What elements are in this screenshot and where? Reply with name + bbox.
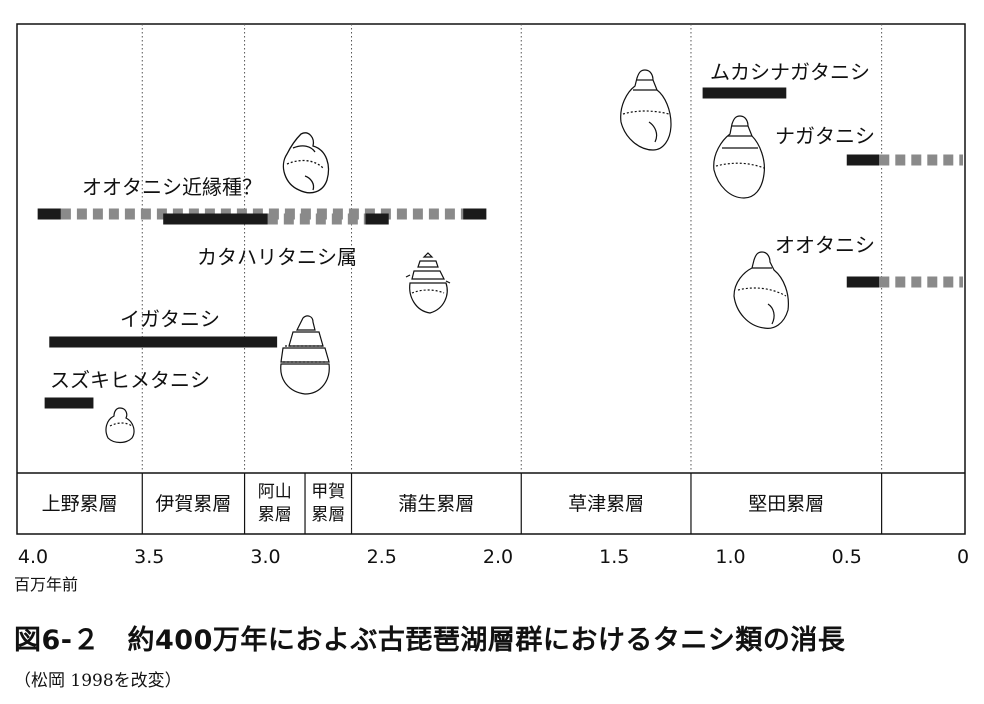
figure-caption-title: 図6‑２ 約400万年におよぶ古琵琶湖層群におけるタニシ類の消長 bbox=[14, 625, 846, 656]
x-tick-label: 1.5 bbox=[599, 546, 629, 568]
globose-shell-icon bbox=[282, 132, 330, 194]
x-tick-label: 2.0 bbox=[483, 546, 513, 568]
x-tick-label: 3.5 bbox=[134, 546, 164, 568]
x-tick-label: 3.0 bbox=[250, 546, 280, 568]
formation-label: 上野累層 bbox=[42, 493, 118, 515]
formation-label: 阿山累層 bbox=[258, 482, 292, 525]
species-label: ムカシナガタニシ bbox=[710, 60, 870, 84]
formation-label: 蒲生累層 bbox=[398, 493, 474, 515]
x-tick-label: 1.0 bbox=[715, 546, 745, 568]
tall-shell-icon bbox=[713, 115, 765, 199]
species-label: ナガタニシ bbox=[775, 124, 875, 148]
x-tick-label: 2.5 bbox=[367, 546, 397, 568]
spiny-shell-icon bbox=[405, 252, 451, 314]
formation-label: 草津累層 bbox=[568, 493, 644, 515]
species-label: オオタニシ bbox=[775, 233, 875, 257]
formation-label: 伊賀累層 bbox=[155, 493, 231, 515]
species-label: スズキヒメタニシ bbox=[50, 368, 210, 392]
stepped-shell-icon bbox=[280, 315, 330, 395]
globose-shell-icon bbox=[733, 251, 789, 329]
x-tick-label: 0.5 bbox=[832, 546, 862, 568]
x-axis-unit-label: 百万年前 bbox=[14, 575, 78, 594]
species-label: オオタニシ近縁種？ bbox=[82, 175, 262, 199]
figure-caption-source: （松岡 1998を改変） bbox=[14, 671, 182, 691]
x-tick-label: 4.0 bbox=[18, 546, 48, 568]
plot-frame bbox=[16, 23, 966, 535]
small-shell-icon bbox=[105, 407, 135, 444]
formation-label: 堅田累層 bbox=[748, 493, 824, 515]
tall-shell-icon bbox=[620, 69, 672, 151]
x-tick-label: 0 bbox=[957, 546, 969, 568]
species-label: カタハリタニシ属 bbox=[197, 245, 357, 269]
species-label: イガタニシ bbox=[120, 307, 220, 331]
formation-label: 甲賀累層 bbox=[311, 482, 345, 525]
